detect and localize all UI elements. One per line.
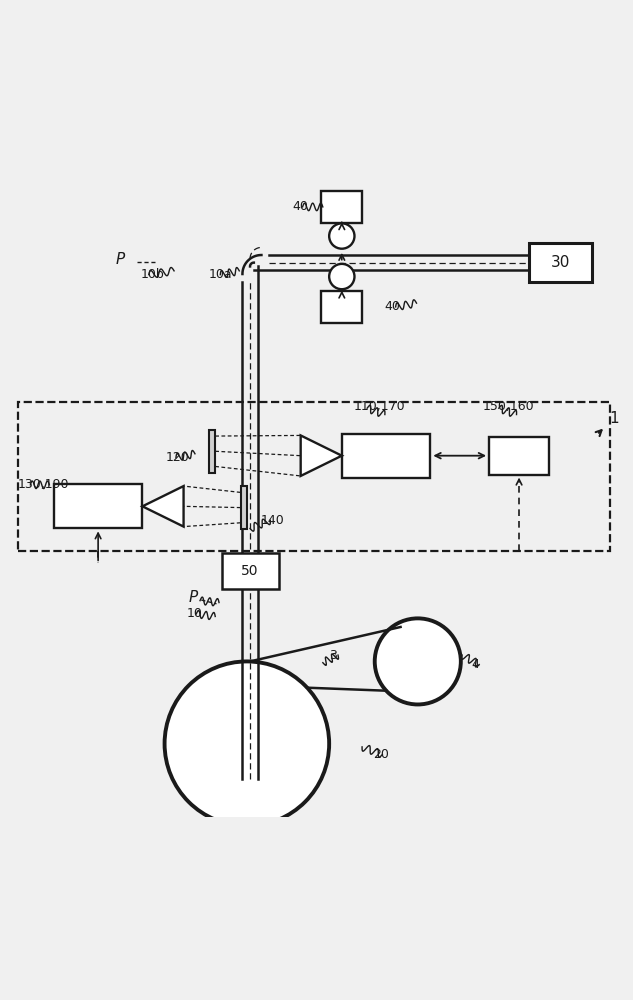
Text: 130,190: 130,190 [18, 478, 69, 491]
Bar [209, 430, 215, 473]
Circle shape [329, 264, 354, 289]
Bar [529, 243, 592, 282]
Bar [54, 484, 142, 528]
Text: 120: 120 [166, 451, 190, 464]
Text: 1: 1 [609, 411, 619, 426]
Text: 20: 20 [373, 748, 389, 761]
Bar [342, 434, 430, 478]
Circle shape [165, 661, 329, 826]
Text: 110,170: 110,170 [353, 400, 405, 413]
Text: 40: 40 [292, 200, 308, 213]
Text: 10: 10 [187, 607, 203, 620]
Text: 4: 4 [472, 658, 479, 671]
Text: 30: 30 [551, 255, 570, 270]
Text: P: P [189, 590, 197, 605]
Bar [222, 553, 279, 589]
Text: 10b: 10b [141, 268, 165, 281]
Text: 140: 140 [261, 514, 285, 527]
Bar [18, 402, 610, 551]
Text: 3: 3 [329, 649, 337, 662]
Circle shape [329, 223, 354, 249]
Circle shape [375, 618, 461, 704]
Polygon shape [142, 486, 184, 527]
Bar [322, 291, 362, 323]
Bar [489, 437, 549, 475]
Polygon shape [301, 435, 342, 476]
Bar [322, 191, 362, 223]
Text: 50: 50 [241, 564, 259, 578]
Text: P: P [116, 252, 125, 267]
Text: 150,160: 150,160 [482, 400, 534, 413]
Text: 10a: 10a [209, 268, 232, 281]
Bar [241, 486, 247, 529]
Text: 40: 40 [385, 300, 401, 313]
